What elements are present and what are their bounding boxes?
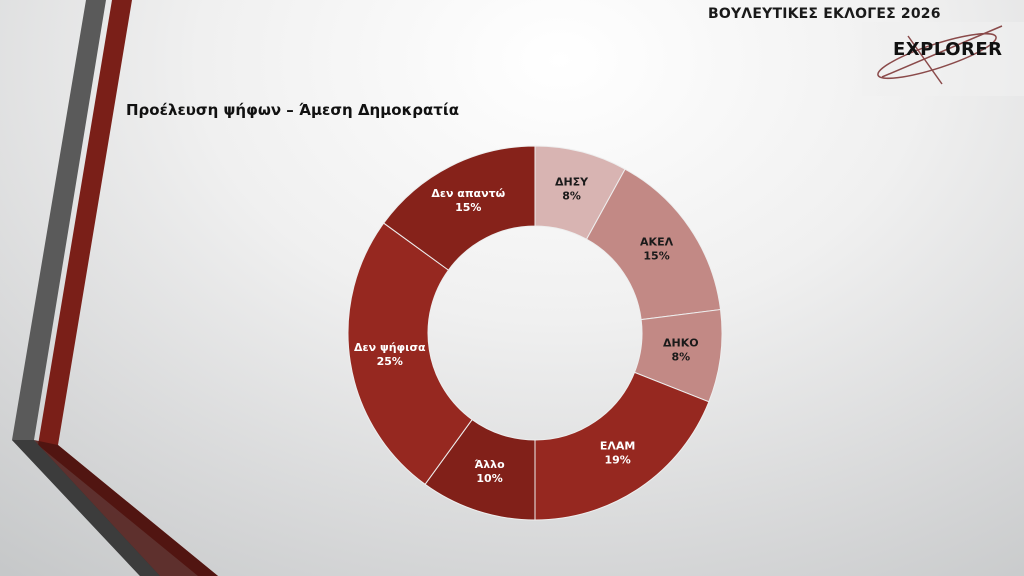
- slice-value-label: 10%: [476, 472, 502, 485]
- dark-red-wedge: [34, 440, 218, 576]
- slice-value-label: 25%: [377, 355, 403, 368]
- red-stripe: [38, 0, 218, 576]
- slice-value-label: 8%: [562, 190, 581, 203]
- donut-slice-5: [347, 222, 473, 485]
- slice-category-label: ΔΗΣΥ: [555, 176, 589, 189]
- donut-slice-6: [383, 145, 536, 271]
- slice-category-label: Δεν ψήφισα: [354, 341, 426, 354]
- gray-stripe: [12, 0, 160, 576]
- header-title: ΒΟΥΛΕΥΤΙΚΕΣ ΕΚΛΟΓΕΣ 2026: [708, 6, 941, 22]
- slice-category-label: ΕΛΑΜ: [600, 440, 636, 453]
- logo-swoosh-icon: [877, 25, 1003, 85]
- slice-category-label: Άλλο: [474, 458, 505, 471]
- slice-value-label: 19%: [604, 454, 630, 467]
- slice-value-label: 15%: [643, 249, 669, 262]
- slice-category-label: Δεν απαντώ: [431, 187, 505, 200]
- slice-category-label: ΔΗΚΟ: [663, 336, 699, 349]
- slice-value-label: 8%: [671, 350, 690, 363]
- chart-title: Προέλευση ψήφων – Άμεση Δημοκρατία: [126, 101, 460, 119]
- donut-slice-3: [534, 371, 710, 521]
- logo-text: EXPLORER: [893, 39, 1003, 60]
- slice-value-label: 15%: [455, 201, 481, 214]
- slice-category-label: ΑΚΕΛ: [640, 235, 674, 248]
- explorer-logo: EXPLORER: [862, 22, 1024, 96]
- gray-shadow: [12, 440, 160, 576]
